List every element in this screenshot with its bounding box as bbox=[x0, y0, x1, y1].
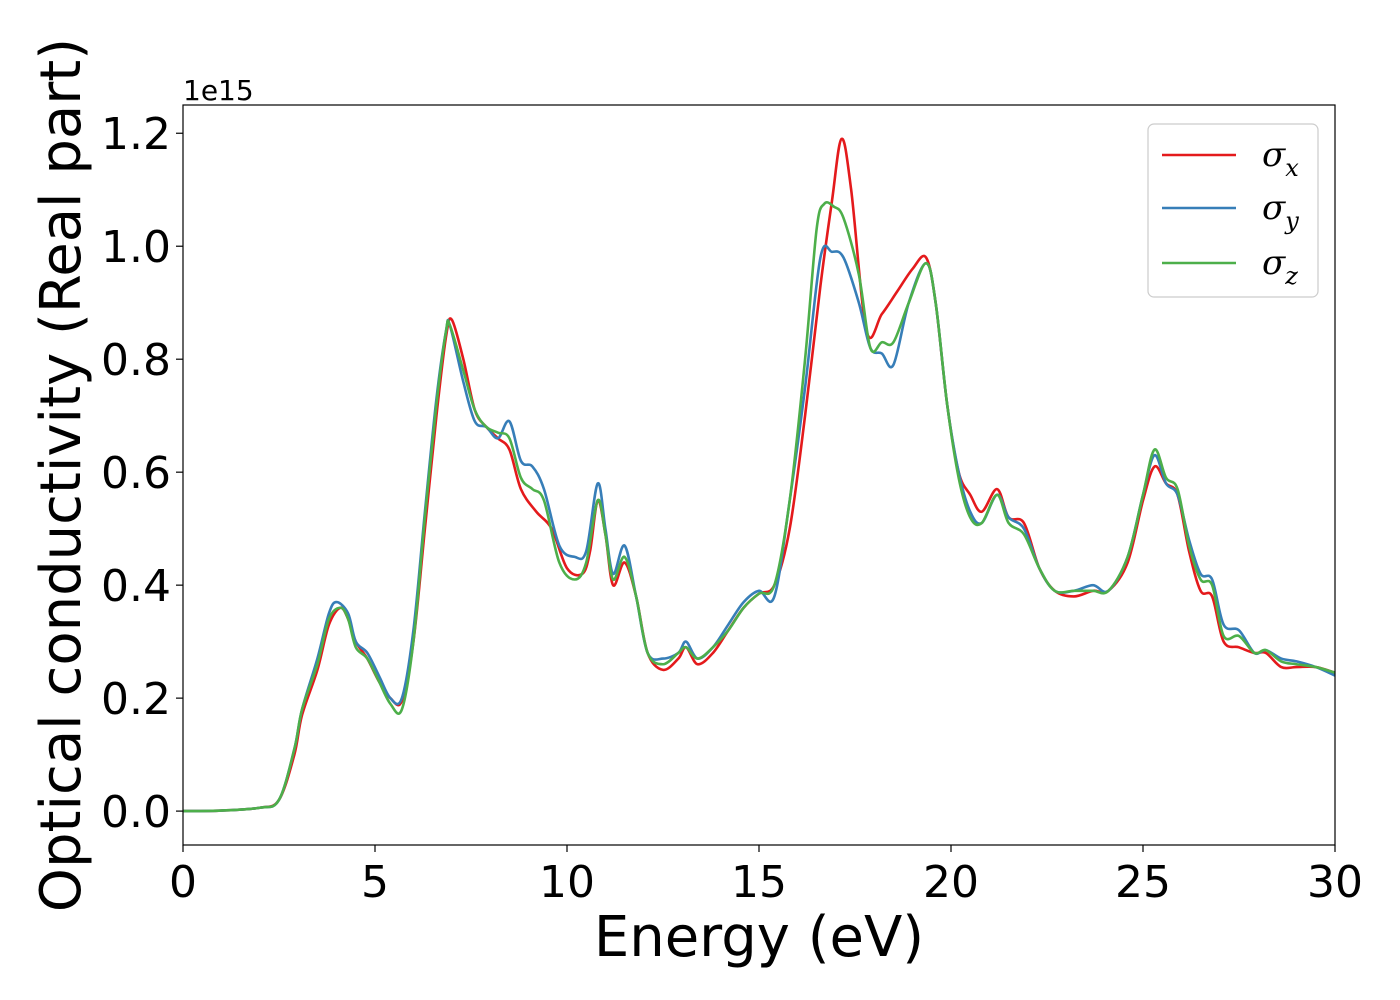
x-tick-label: 20 bbox=[923, 857, 979, 908]
y-tick-label: 1.0 bbox=[101, 222, 171, 273]
y-tick-label: 0.0 bbox=[101, 787, 171, 838]
x-axis-label: Energy (eV) bbox=[594, 905, 924, 970]
x-tick-label: 5 bbox=[361, 857, 389, 908]
y-tick-label: 0.8 bbox=[101, 335, 171, 386]
x-axis-ticks: 0 5 10 15 20 25 30 bbox=[169, 845, 1363, 908]
x-tick-label: 30 bbox=[1307, 857, 1363, 908]
y-axis-ticks: 0.0 0.2 0.4 0.6 0.8 1.0 1.2 bbox=[101, 109, 183, 838]
y-tick-label: 0.4 bbox=[101, 561, 171, 612]
x-tick-label: 0 bbox=[169, 857, 197, 908]
series-line-sigma-z bbox=[183, 201, 1335, 813]
y-offset-label: 1e15 bbox=[183, 74, 254, 107]
series-layer bbox=[183, 137, 1335, 813]
y-axis-label: Optical conductivity (Real part) bbox=[29, 38, 94, 912]
x-tick-label: 15 bbox=[731, 857, 787, 908]
y-tick-label: 1.2 bbox=[101, 109, 171, 160]
x-tick-label: 10 bbox=[539, 857, 595, 908]
x-tick-label: 25 bbox=[1115, 857, 1171, 908]
legend-frame bbox=[1147, 123, 1319, 298]
y-tick-label: 0.2 bbox=[101, 674, 171, 725]
y-tick-label: 0.6 bbox=[101, 448, 171, 499]
